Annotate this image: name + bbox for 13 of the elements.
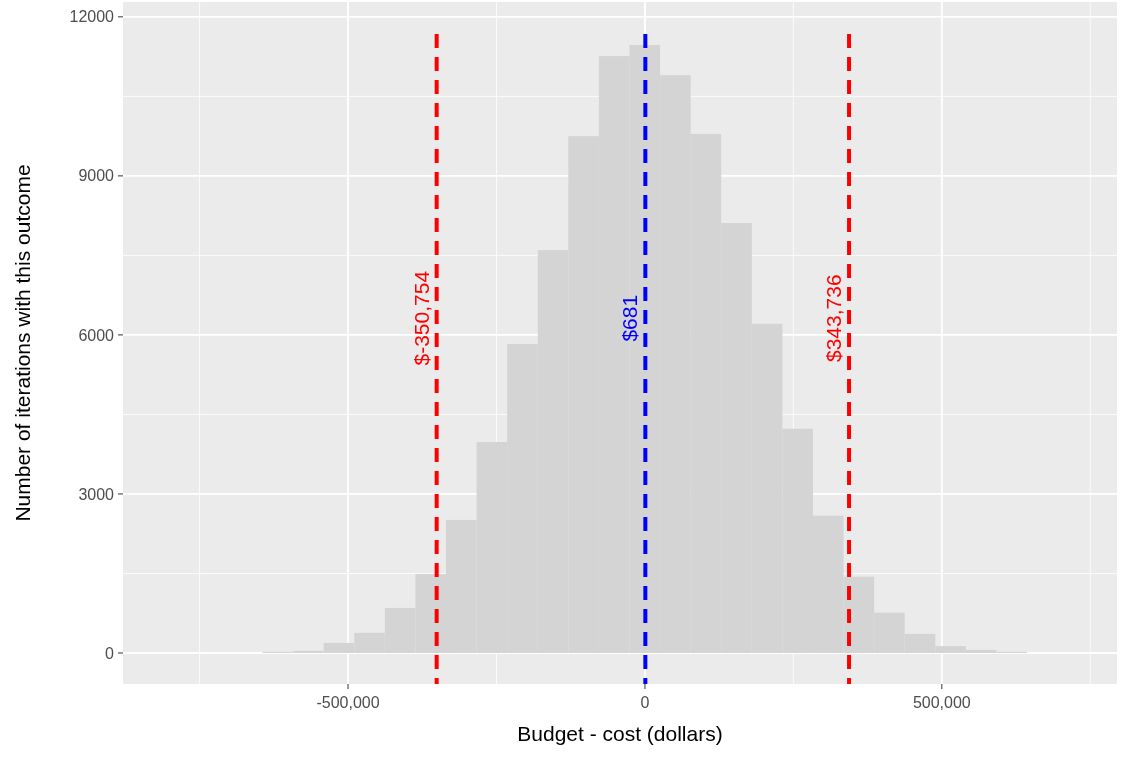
y-tick-label: 9000 xyxy=(78,167,115,185)
x-tick-label: 500,000 xyxy=(912,694,971,711)
y-tick-label: 0 xyxy=(105,644,115,662)
ref-line-label: $681 xyxy=(618,294,642,342)
x-tick-label: -500,000 xyxy=(316,694,380,711)
y-tick-label: 3000 xyxy=(78,485,115,503)
ref-line-label: $-350,754 xyxy=(409,270,433,366)
ref-line-label: $343,736 xyxy=(822,274,846,362)
y-tick-label: 12000 xyxy=(69,8,115,26)
y-axis-title: Number of iterations with this outcome xyxy=(11,164,34,522)
y-tick-label: 6000 xyxy=(78,326,115,344)
x-tick-label: 0 xyxy=(640,694,650,711)
x-axis-title: Budget - cost (dollars) xyxy=(517,722,723,745)
